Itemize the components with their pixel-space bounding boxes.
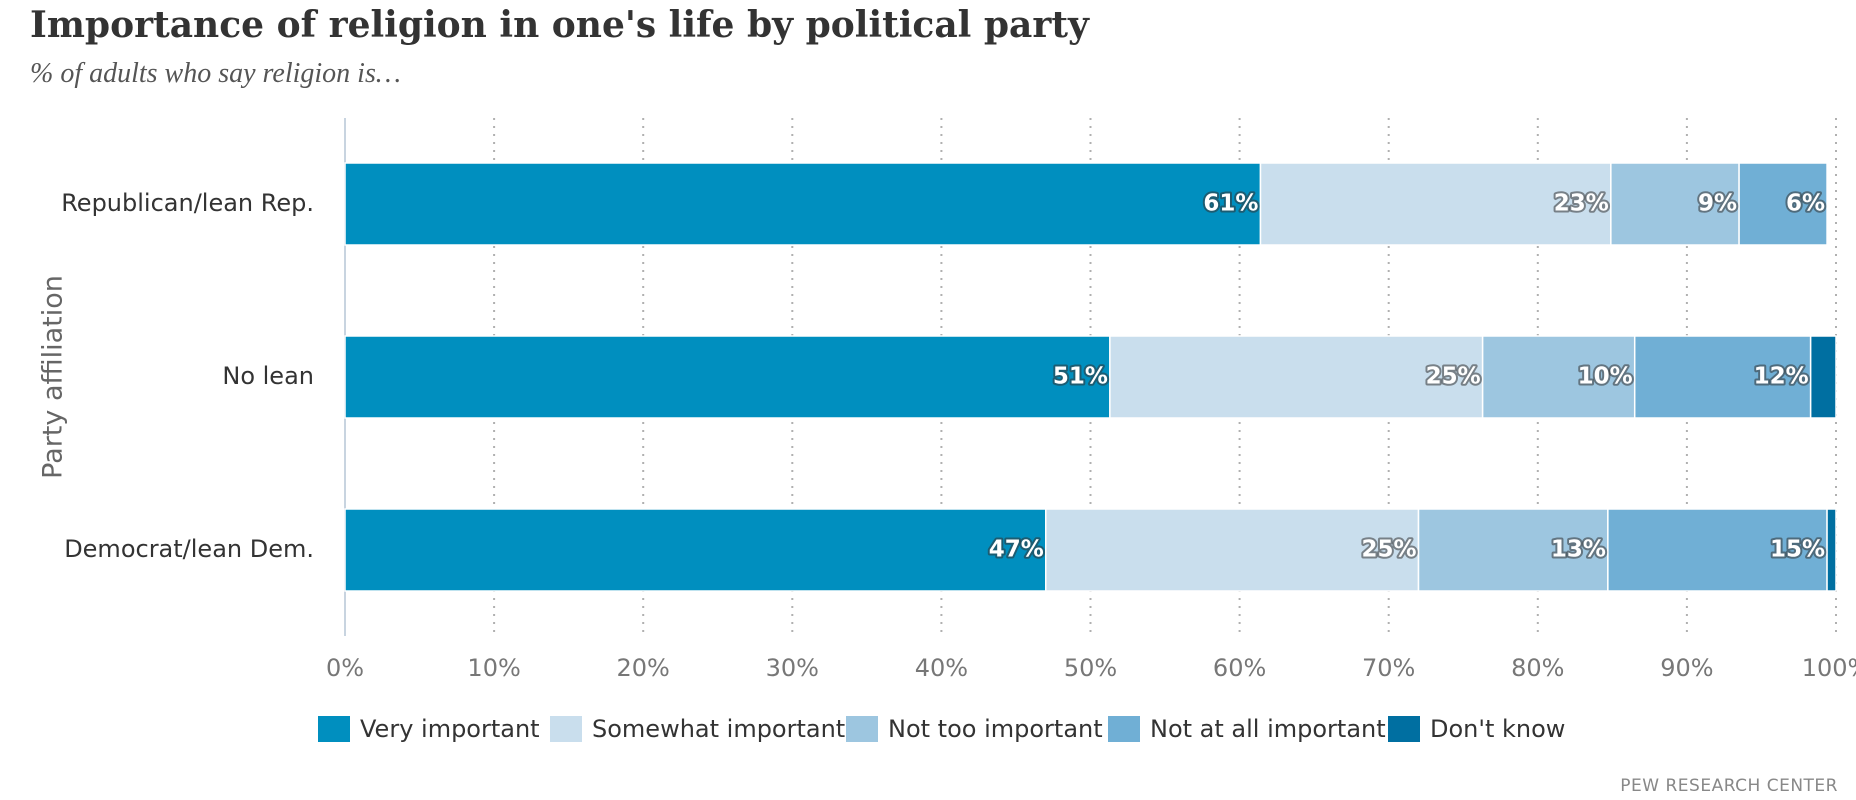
y-axis-title: Party affiliation [38,275,69,479]
legend-swatch [550,716,582,742]
legend-label: Very important [360,715,540,743]
legend-swatch [1108,716,1140,742]
bar-segment [1481,335,1636,419]
bar-segment [344,508,1047,592]
bar-segment [344,335,1111,419]
data-label: 10% [1578,364,1633,390]
data-label: 25% [1361,537,1416,563]
x-tick-label: 0% [326,654,364,682]
data-label: 47% [989,537,1044,563]
legend-swatch [1388,716,1420,742]
bar-segment [1607,508,1828,592]
x-tick-label: 40% [915,654,968,682]
data-label: 9% [1698,191,1737,217]
x-tick-label: 50% [1064,654,1117,682]
bar-segment [344,162,1262,246]
legend-label: Don't know [1430,715,1566,743]
bar-segment [1259,162,1612,246]
source-credit: PEW RESEARCH CENTER [1620,776,1838,796]
bar-segment [1633,335,1812,419]
chart-subtitle: % of adults who say religion is… [30,58,401,89]
legend-label: Somewhat important [592,715,846,743]
data-label: 51% [1053,364,1108,390]
data-label: 13% [1551,537,1606,563]
data-label: 6% [1786,191,1825,217]
category-label: No lean [222,362,314,390]
bar-segment [1738,162,1828,246]
bar-segment [1826,508,1837,592]
x-tick-label: 70% [1362,654,1415,682]
category-label: Republican/lean Rep. [61,189,314,217]
bar-segment [1809,335,1837,419]
data-label: 12% [1754,364,1809,390]
legend-label: Not at all important [1150,715,1386,743]
legend-label: Not too important [888,715,1103,743]
x-tick-label: 10% [467,654,520,682]
bar-segment [1610,162,1740,246]
x-tick-label: 80% [1511,654,1564,682]
x-tick-label: 60% [1213,654,1266,682]
bar-segment [1109,335,1484,419]
x-tick-label: 30% [766,654,819,682]
x-tick-label: 20% [617,654,670,682]
chart-title: Importance of religion in one's life by … [30,4,1089,46]
x-tick-label: 100% [1802,654,1856,682]
category-label: Democrat/lean Dem. [64,535,314,563]
data-label: 25% [1426,364,1481,390]
data-label: 15% [1770,537,1825,563]
legend-swatch [318,716,350,742]
data-label: 61% [1203,191,1258,217]
data-label: 23% [1554,191,1609,217]
x-tick-label: 90% [1660,654,1713,682]
legend-swatch [846,716,878,742]
